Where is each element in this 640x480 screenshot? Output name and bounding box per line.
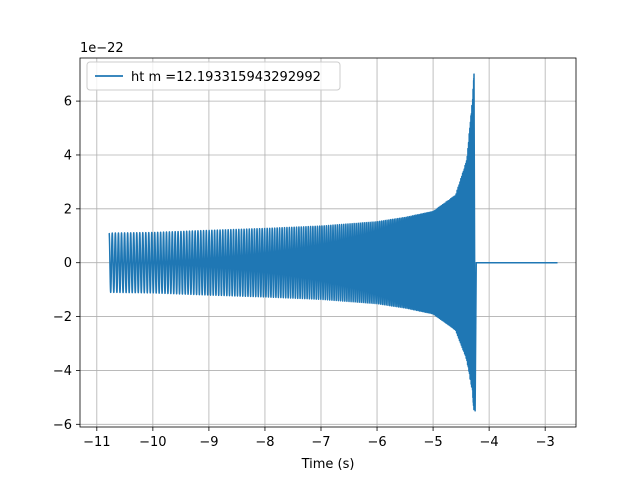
waveform-line: [108, 73, 558, 412]
x-tick-label: −3: [536, 435, 555, 450]
ticks: −11 −10 −9 −8 −7 −6 −5 −4 −3 −6 −4 −2 0 2 4 6: [53, 95, 555, 450]
y-tick-label: 2: [64, 202, 72, 217]
x-tick-label: −11: [83, 435, 110, 450]
y-tick-label: 0: [64, 256, 72, 271]
y-tick-label: −2: [53, 310, 72, 325]
y-tick-label: 4: [64, 148, 72, 163]
x-tick-label: −10: [139, 435, 166, 450]
legend-box: [86, 61, 341, 91]
legend: ht m =12.193315943292992: [86, 61, 341, 91]
y-offset-label: 1e−22: [80, 41, 124, 56]
series-layer: [108, 73, 558, 412]
plot-frame: [79, 57, 577, 428]
x-tick-label: −9: [199, 435, 218, 450]
legend-entry-label: ht m =12.193315943292992: [131, 70, 321, 85]
x-tick-label: −4: [480, 435, 499, 450]
x-axis-label: Time (s): [301, 457, 355, 472]
axes: [79, 57, 577, 428]
x-tick-label: −6: [367, 435, 386, 450]
x-tick-label: −8: [255, 435, 274, 450]
y-tick-label: −4: [53, 364, 72, 379]
x-tick-label: −7: [311, 435, 330, 450]
x-tick-label: −5: [423, 435, 442, 450]
y-tick-label: −6: [53, 418, 72, 433]
y-tick-label: 6: [64, 95, 72, 110]
